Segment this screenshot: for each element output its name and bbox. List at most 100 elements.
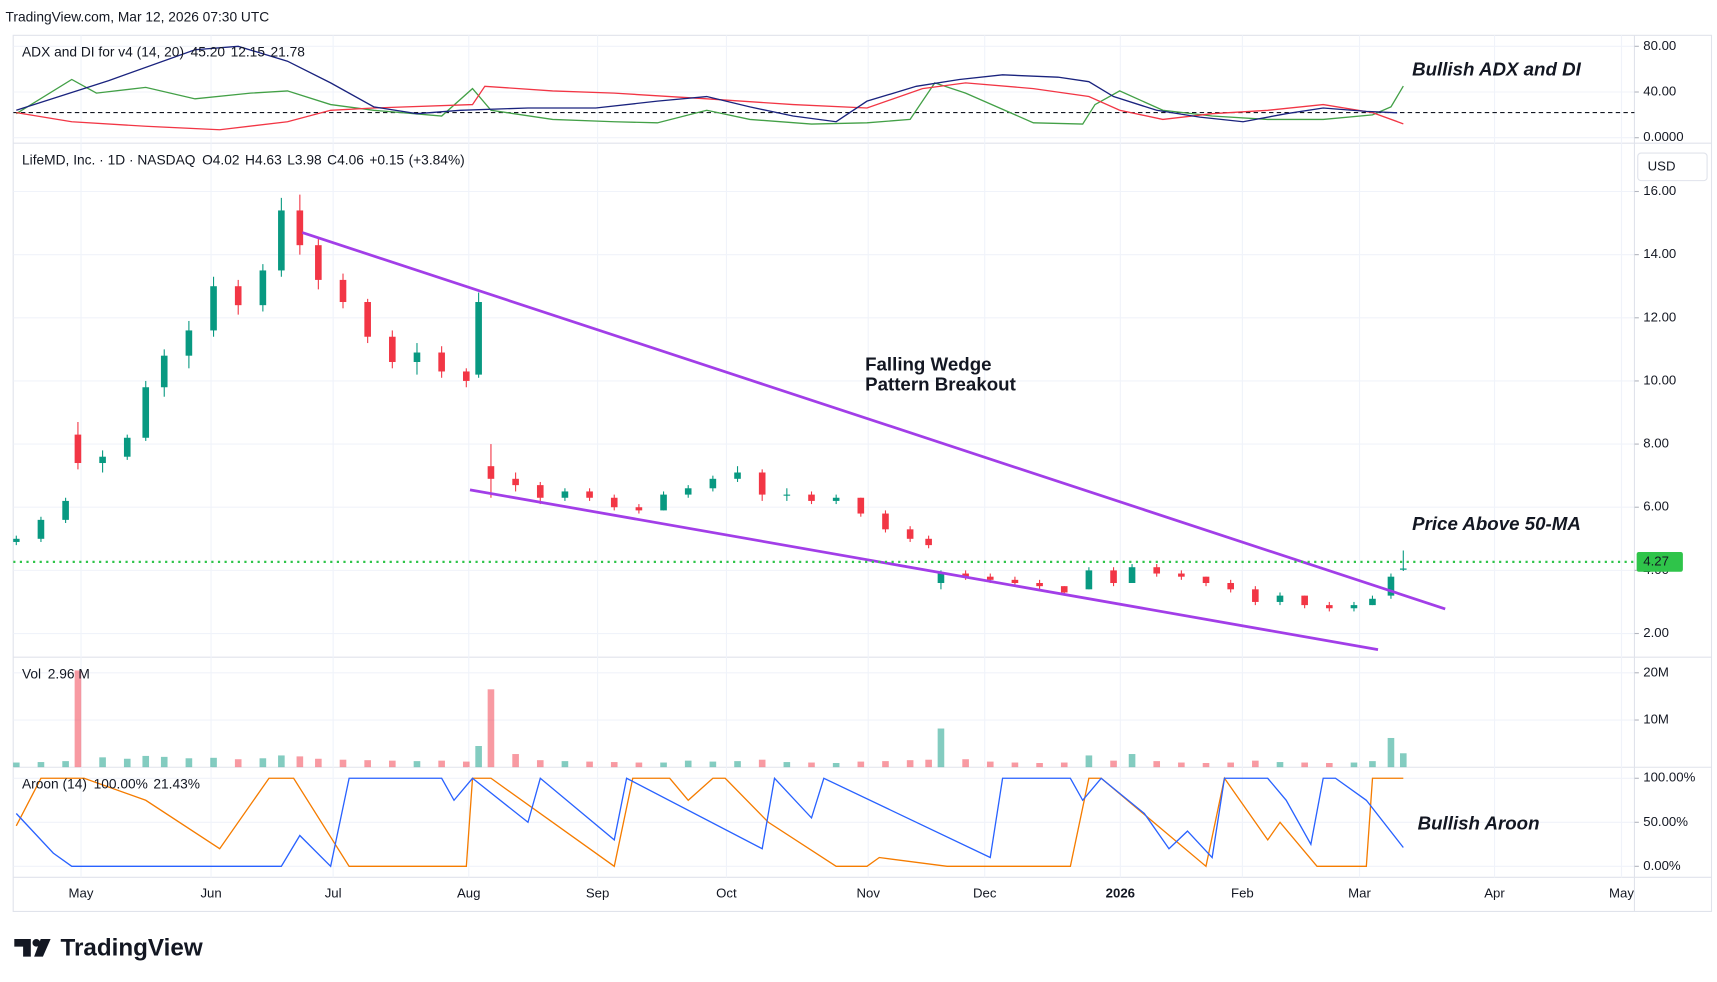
volume-bar xyxy=(512,754,519,768)
y-tick-label: 0.00% xyxy=(1643,858,1681,873)
x-tick-label: Oct xyxy=(716,885,737,900)
volume-bar xyxy=(1202,763,1210,768)
volume-bar xyxy=(339,759,347,768)
candle-body xyxy=(1085,570,1093,590)
x-tick-label: May xyxy=(69,885,94,900)
series-line xyxy=(15,78,1404,125)
candle-body xyxy=(259,270,267,306)
volume-bar xyxy=(462,761,470,768)
x-tick-label: May xyxy=(1609,885,1634,900)
volume-bar xyxy=(37,762,45,768)
volume-bar xyxy=(536,760,544,768)
volume-bar xyxy=(74,670,82,768)
candle-body xyxy=(62,500,69,520)
x-tick-label: Feb xyxy=(1231,885,1254,900)
candle-body xyxy=(882,513,889,530)
candle-body xyxy=(487,466,495,479)
y-tick-label: 10M xyxy=(1643,712,1669,727)
volume-bar xyxy=(296,756,304,768)
volume-bar xyxy=(832,763,840,768)
volume-bar xyxy=(1326,763,1333,768)
y-tick-label: 0.0000 xyxy=(1643,129,1683,144)
volume-bar xyxy=(185,758,193,768)
volume-bar xyxy=(660,762,667,768)
candle-body xyxy=(536,485,544,498)
volume-bar xyxy=(234,759,242,768)
candle-body xyxy=(142,387,150,438)
ohlc-label: C xyxy=(327,152,337,167)
candle-body xyxy=(278,210,285,271)
candle-body xyxy=(339,279,347,303)
trendline xyxy=(301,231,1446,611)
volume-bar xyxy=(1036,763,1043,768)
ohlc-label: L xyxy=(287,152,295,167)
candle-body xyxy=(1399,568,1407,570)
candle-body xyxy=(13,538,20,542)
volume-bar xyxy=(561,761,569,768)
candle-body xyxy=(1110,570,1117,584)
volume-bar xyxy=(1227,762,1234,768)
y-tick-label: 12.00 xyxy=(1643,309,1676,324)
volume-bar xyxy=(734,761,741,768)
change: +0.15 xyxy=(369,152,404,167)
volume-bar xyxy=(783,762,791,768)
volume-bar xyxy=(364,760,371,768)
candle-body xyxy=(808,494,815,501)
panel-title: ADX and DI for v4 (14, 20) xyxy=(22,45,184,60)
ohlc-value: 4.02 xyxy=(213,152,240,167)
volume-bar xyxy=(278,755,285,768)
last-price-box xyxy=(1636,551,1683,572)
x-tick-label: Jul xyxy=(325,885,342,900)
legend-value: 21.78 xyxy=(270,45,305,60)
x-tick-label: Sep xyxy=(586,885,609,900)
annotation: Pattern Breakout xyxy=(865,373,1016,394)
volume-bar xyxy=(1011,762,1019,768)
volume-bar xyxy=(99,757,106,768)
volume-bar xyxy=(1399,753,1407,768)
panel-title: Aroon (14) xyxy=(22,776,87,791)
volume-bar xyxy=(1252,760,1259,768)
currency: USD xyxy=(1648,158,1676,173)
candle-body xyxy=(1387,576,1395,596)
x-tick-label: Dec xyxy=(973,885,997,900)
candle-body xyxy=(1202,576,1210,584)
candle-body xyxy=(462,371,470,381)
page-header: TradingView.com, Mar 12, 2026 07:30 UTC xyxy=(6,9,270,24)
panel-title: LifeMD, Inc. · 1D · NASDAQ xyxy=(22,152,196,167)
candle-body xyxy=(734,472,741,479)
series-line xyxy=(15,776,1404,868)
x-tick-label: Apr xyxy=(1484,885,1505,900)
volume-bar xyxy=(413,761,421,768)
volume-bar xyxy=(13,762,20,768)
candle-body xyxy=(709,478,717,489)
candle-body xyxy=(438,352,445,372)
candle-body xyxy=(610,497,618,508)
chart-frame xyxy=(12,34,1713,912)
volume-bar xyxy=(586,761,593,768)
volume-bar xyxy=(684,760,692,768)
volume-bar xyxy=(1110,760,1117,768)
y-tick-label: 40.00 xyxy=(1643,83,1676,98)
volume-bar xyxy=(123,758,131,768)
candle-body xyxy=(315,245,322,280)
y-tick-label: 100.00% xyxy=(1643,770,1695,785)
volume-bar xyxy=(1387,737,1395,768)
candle-body xyxy=(1369,598,1376,606)
x-tick-label: 2026 xyxy=(1106,885,1135,900)
annotation: Price Above 50-MA xyxy=(1412,513,1581,534)
volume-bar xyxy=(962,759,969,768)
volume-bar xyxy=(1276,762,1284,768)
volume-bar xyxy=(1060,762,1068,768)
candle-body xyxy=(160,355,168,388)
candle-body xyxy=(1036,583,1043,587)
candle-body xyxy=(364,302,371,337)
volume-bar xyxy=(259,758,267,768)
volume-bar xyxy=(210,757,217,768)
panel-title: Vol xyxy=(22,666,41,681)
volume-bar xyxy=(1301,762,1308,768)
y-tick-label: 2.00 xyxy=(1643,625,1669,640)
candle-body xyxy=(1252,589,1259,602)
volume-bar xyxy=(315,758,322,768)
volume-bar xyxy=(142,755,150,768)
panel xyxy=(13,670,1635,768)
